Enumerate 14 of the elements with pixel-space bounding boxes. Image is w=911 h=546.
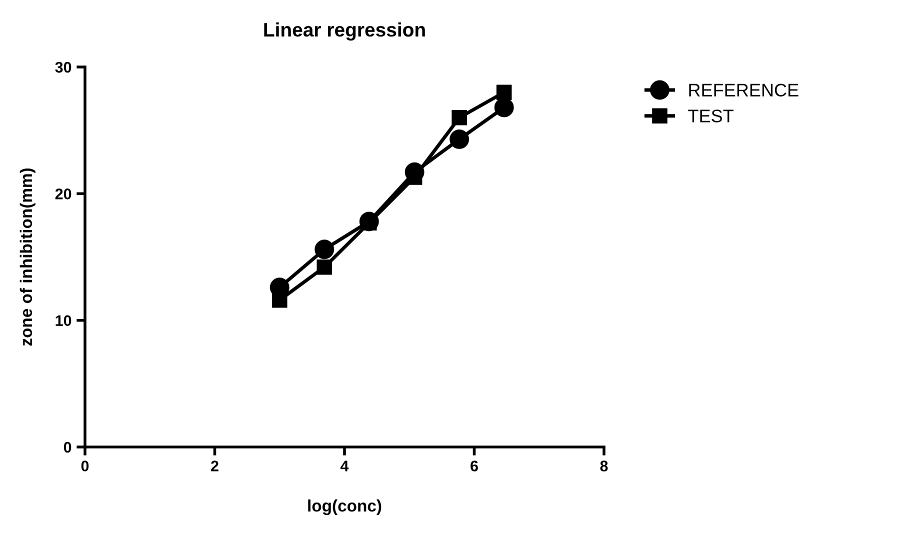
- legend-label: REFERENCE: [689, 84, 798, 97]
- legend-label: TEST: [688, 110, 734, 122]
- y-axis-title: zone of inhibition(mm): [20, 168, 36, 346]
- y-tick-label: 30: [55, 62, 72, 73]
- x-tick-label: 8: [600, 460, 608, 472]
- x-axis-title: log(conc): [308, 499, 382, 516]
- chart-title: Linear regression: [264, 22, 425, 41]
- x-tick-label: 6: [470, 460, 478, 472]
- x-tick-label: 2: [211, 460, 218, 472]
- x-tick-label: 4: [340, 460, 349, 472]
- x-tick-label: 0: [81, 460, 89, 472]
- y-tick-label: 20: [55, 188, 72, 200]
- y-tick-label: 10: [56, 315, 72, 326]
- y-tick-label: 0: [64, 442, 72, 453]
